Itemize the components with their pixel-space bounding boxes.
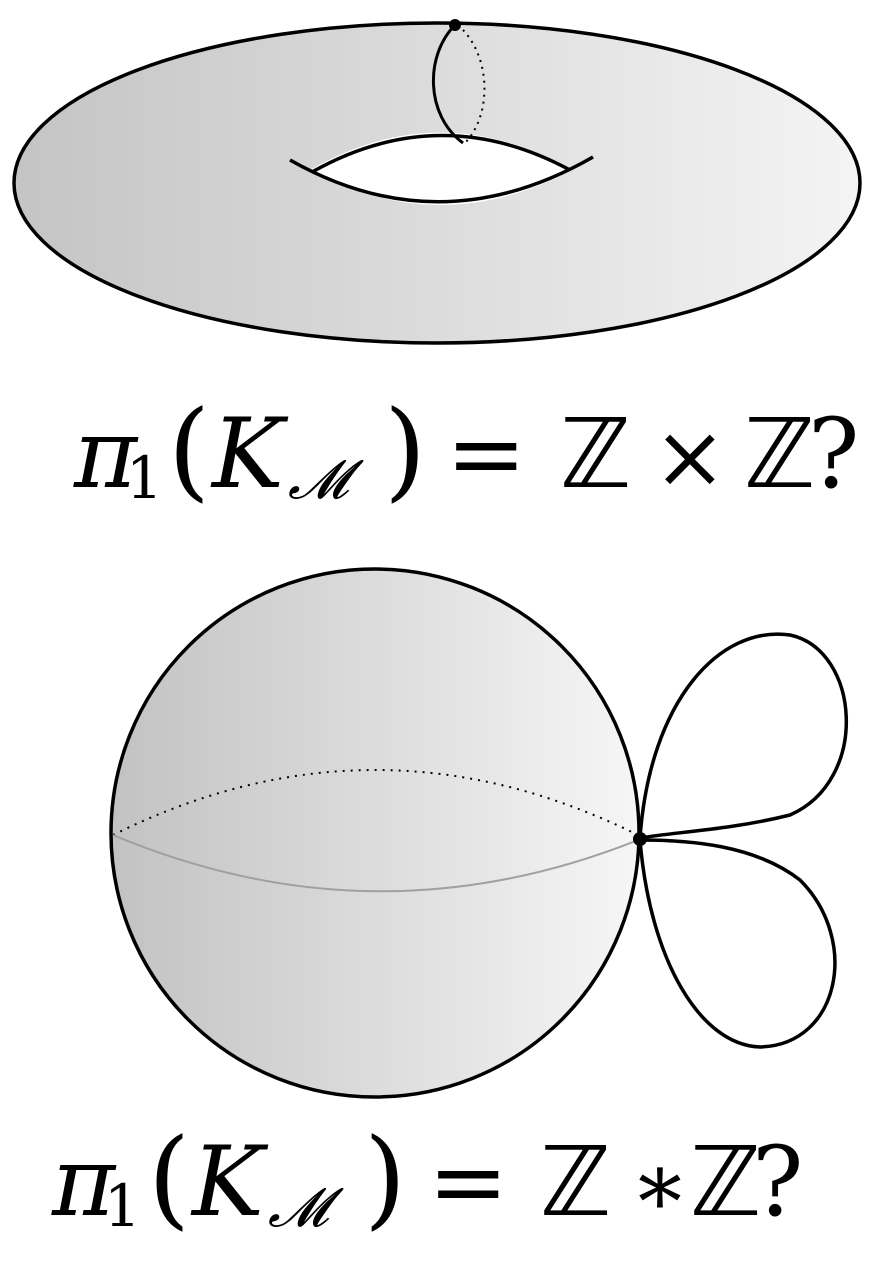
formula-question: ? bbox=[752, 1126, 803, 1238]
sphere-equator-back bbox=[112, 769, 639, 836]
torus-basepoint bbox=[449, 19, 461, 31]
formula-close-paren: ) bbox=[364, 1116, 406, 1241]
formula-equals: = bbox=[428, 1126, 508, 1238]
sphere-formula: π 1 ( K 𝓜 ) = ℤ ∗ ℤ ? bbox=[51, 1116, 803, 1241]
formula-open-paren: ( bbox=[148, 1116, 190, 1241]
formula-lhs-group: ℤ bbox=[540, 1126, 611, 1238]
formula-rhs-group: ℤ bbox=[690, 1126, 761, 1238]
formula-open-paren: ( bbox=[168, 388, 210, 513]
formula-space: K bbox=[210, 398, 289, 510]
formula-lhs-group: ℤ bbox=[560, 398, 631, 510]
torus-hole-lower-rim bbox=[289, 155, 594, 204]
sphere-body bbox=[109, 567, 641, 1099]
torus-formula: π 1 ( K 𝓜 ) = ℤ × ℤ ? bbox=[73, 388, 859, 513]
formula-operator: ∗ bbox=[630, 1133, 690, 1236]
formula-pi-subscript: 1 bbox=[126, 444, 163, 512]
formula-rhs-group: ℤ bbox=[744, 398, 815, 510]
sphere-equator-front bbox=[112, 834, 639, 893]
torus-meridian-front bbox=[431, 23, 464, 145]
formula-operator: × bbox=[653, 405, 727, 508]
torus bbox=[12, 19, 862, 345]
formula-pi: π bbox=[51, 1126, 117, 1238]
formula-pi-subscript: 1 bbox=[104, 1172, 141, 1240]
torus-hole-upper-rim bbox=[311, 133, 571, 174]
formula-space-subscript: 𝓜 bbox=[268, 1176, 344, 1239]
formula-space: K bbox=[190, 1126, 269, 1238]
formula-close-paren: ) bbox=[384, 388, 426, 513]
sphere-with-loops bbox=[109, 567, 848, 1099]
wedge-basepoint bbox=[633, 832, 647, 846]
lower-loop bbox=[638, 838, 837, 1049]
formula-space-subscript: 𝓜 bbox=[288, 448, 364, 511]
upper-loop bbox=[638, 632, 848, 841]
torus-meridian-back bbox=[457, 24, 486, 144]
formula-question: ? bbox=[808, 398, 859, 510]
formula-equals: = bbox=[446, 398, 526, 510]
formula-pi: π bbox=[73, 398, 139, 510]
torus-hole bbox=[310, 132, 572, 205]
